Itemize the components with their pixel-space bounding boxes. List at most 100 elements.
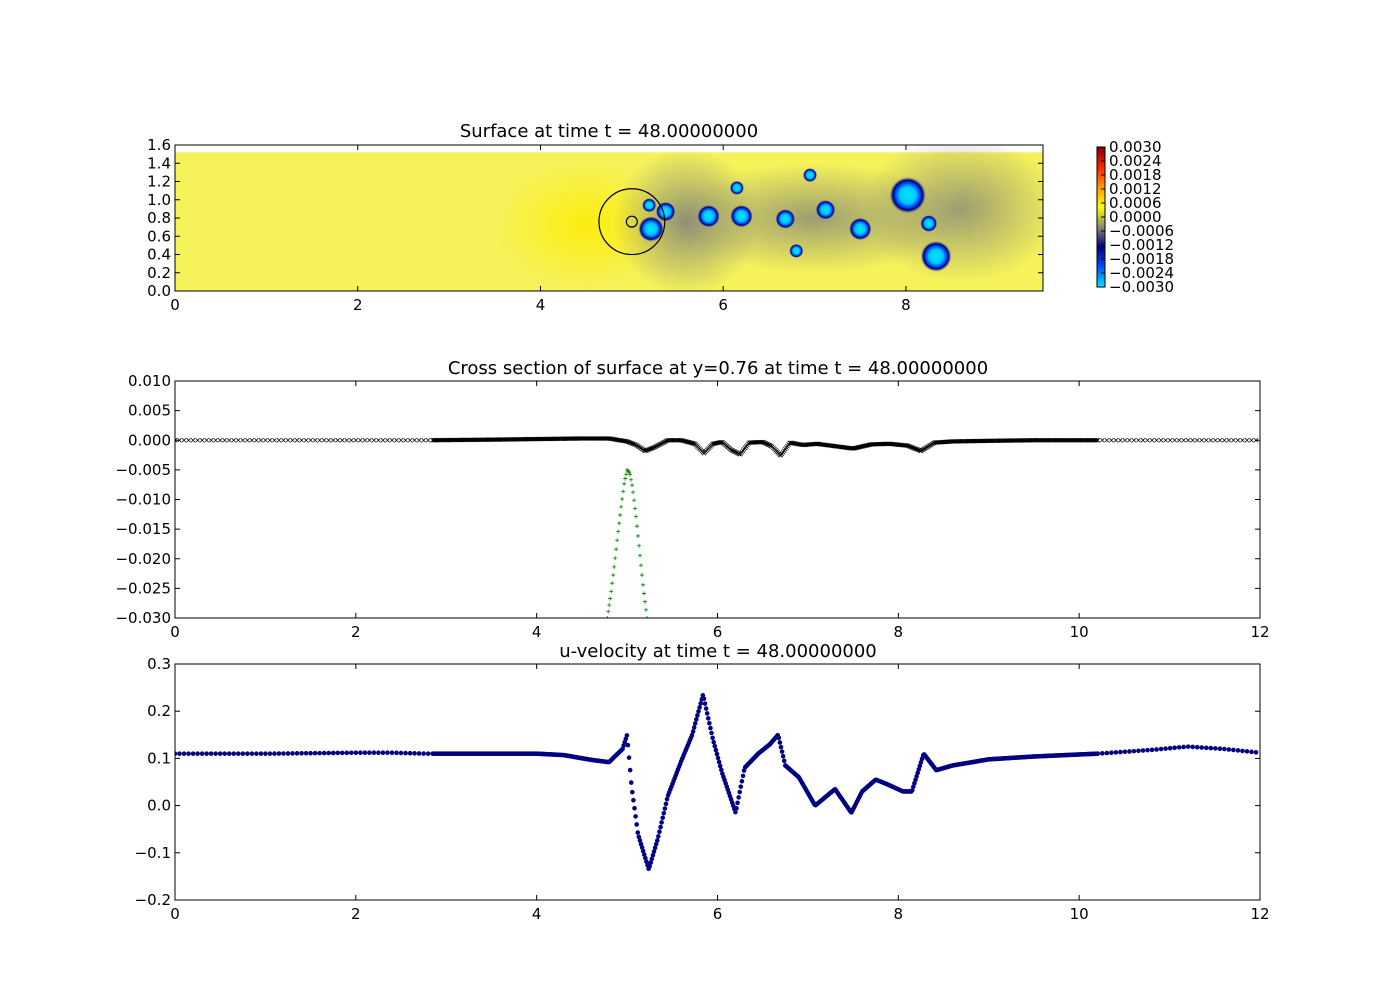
colorbar-tick-label: 0.0012 [1109, 180, 1162, 198]
surface-map-vortex [789, 243, 804, 258]
colorbar-tick-label: 0.0030 [1109, 138, 1162, 156]
surface-map-ytick-label: 0.6 [147, 227, 171, 245]
u-velocity-point [175, 751, 178, 756]
u-velocity-point [780, 753, 786, 759]
u-velocity-point [716, 759, 722, 765]
u-velocity-point [1176, 745, 1182, 750]
u-velocity-point [1203, 745, 1209, 751]
u-velocity-point [240, 751, 246, 756]
cross-section-marker-plus [629, 477, 634, 482]
u-velocity-point [663, 801, 669, 807]
surface-map-vortex [655, 201, 676, 222]
cross-section-ytick-label: 0.000 [128, 431, 171, 449]
u-velocity-point [1208, 745, 1214, 751]
u-velocity-point [710, 735, 715, 741]
surface-map-vortex [848, 217, 872, 241]
surface-map-yaxis: 0.00.20.40.60.81.01.21.41.6 [147, 136, 1043, 300]
cross-section-marker-x [339, 437, 345, 443]
u-velocity-point [698, 701, 703, 706]
u-velocity-point [708, 725, 713, 731]
u-velocity-point [1100, 751, 1105, 756]
cross-section-marker-x [326, 437, 331, 443]
u-velocity-point [394, 750, 399, 756]
u-velocity-point [712, 743, 718, 749]
cross-section-xtick-label: 6 [713, 623, 723, 641]
u-velocity-point [647, 863, 652, 869]
cross-section-marker-x [312, 437, 318, 443]
u-velocity-ytick-label: 0.0 [147, 797, 171, 815]
cross-section-marker-plus [619, 504, 624, 509]
cross-section-marker-x [380, 437, 386, 443]
u-velocity-point [285, 751, 291, 756]
cross-section-marker-x [1131, 437, 1137, 443]
u-velocity-point [1181, 744, 1186, 750]
cross-section-marker-x [330, 437, 336, 443]
cross-section-marker-x [204, 437, 209, 443]
surface-map-ytick-label: 1.0 [147, 191, 171, 209]
cross-section-marker-x [186, 437, 191, 443]
u-velocity-point [702, 701, 708, 706]
cross-section-marker-x [362, 437, 368, 443]
surface-map-vortex [802, 168, 818, 183]
cross-section-marker-x [1113, 437, 1119, 443]
u-velocity-point [321, 750, 327, 756]
colorbar-tick-label: −0.0012 [1109, 236, 1174, 254]
cross-section-marker-x [263, 437, 268, 443]
u-velocity-point [776, 735, 782, 741]
cross-section-marker-x [1208, 437, 1214, 443]
cross-section-marker-x [1172, 437, 1177, 443]
cross-section-xtick-label: 0 [170, 623, 180, 641]
u-velocity-point [740, 773, 746, 779]
cross-section-marker-x [1190, 437, 1196, 443]
surface-map-ytick-label: 0.4 [147, 246, 171, 264]
cross-section-ytick-label: −0.025 [115, 579, 171, 597]
u-velocity-point [640, 848, 646, 854]
u-velocity-point [1167, 745, 1173, 751]
surface-map-xtick-label: 6 [718, 296, 728, 314]
u-velocity-point [691, 725, 697, 730]
u-velocity-point [1158, 746, 1164, 752]
u-velocity-point [254, 751, 259, 756]
u-velocity-point [1185, 744, 1191, 749]
u-velocity-point [1172, 745, 1177, 751]
u-velocity-point [917, 763, 923, 769]
cross-section-marker-x [1199, 437, 1205, 443]
cross-section-marker-plus [630, 483, 635, 488]
u-velocity-point [249, 751, 255, 756]
u-velocity-xaxis: 0 2 4 6 8 10 12 [170, 664, 1270, 923]
cross-section-marker-x [416, 437, 422, 443]
cross-section-marker-plus [640, 573, 645, 578]
cross-section-marker-x [421, 437, 426, 443]
surface-map-ytick-label: 0.2 [147, 264, 171, 282]
cross-section-marker-x [1149, 437, 1155, 443]
u-velocity-point [385, 750, 390, 756]
cross-section-marker-x [425, 437, 431, 443]
u-velocity-point [186, 751, 191, 756]
u-velocity-point [389, 750, 395, 756]
u-velocity-point [662, 806, 668, 811]
u-velocity-point [778, 744, 784, 750]
u-velocity-point [290, 751, 295, 756]
u-velocity-point [689, 732, 695, 738]
u-velocity-point [707, 720, 712, 726]
u-velocity-point [912, 781, 917, 786]
surface-map-xaxis: 0 2 4 6 8 [170, 145, 911, 314]
u-velocity-point [637, 838, 643, 843]
u-velocity-point [695, 713, 700, 718]
u-velocity-point [1235, 748, 1241, 753]
cross-section-marker-x [1244, 437, 1250, 443]
cross-section-ytick-label: 0.005 [128, 402, 171, 420]
cross-section-marker-x [281, 437, 286, 443]
u-velocity-point [213, 751, 218, 756]
u-velocity-point [632, 805, 637, 811]
cross-section-marker-x [208, 437, 214, 443]
u-velocity-point [633, 814, 638, 819]
surface-map-feature [860, 145, 1043, 282]
u-velocity-point [208, 751, 214, 756]
surface-map-vortex [889, 176, 927, 214]
cross-section-marker-plus [620, 497, 625, 502]
u-velocity-point [648, 860, 654, 865]
cross-section-marker-x [398, 437, 404, 443]
cross-section-xtick-label: 4 [532, 623, 542, 641]
cross-section-marker-x [226, 437, 232, 443]
